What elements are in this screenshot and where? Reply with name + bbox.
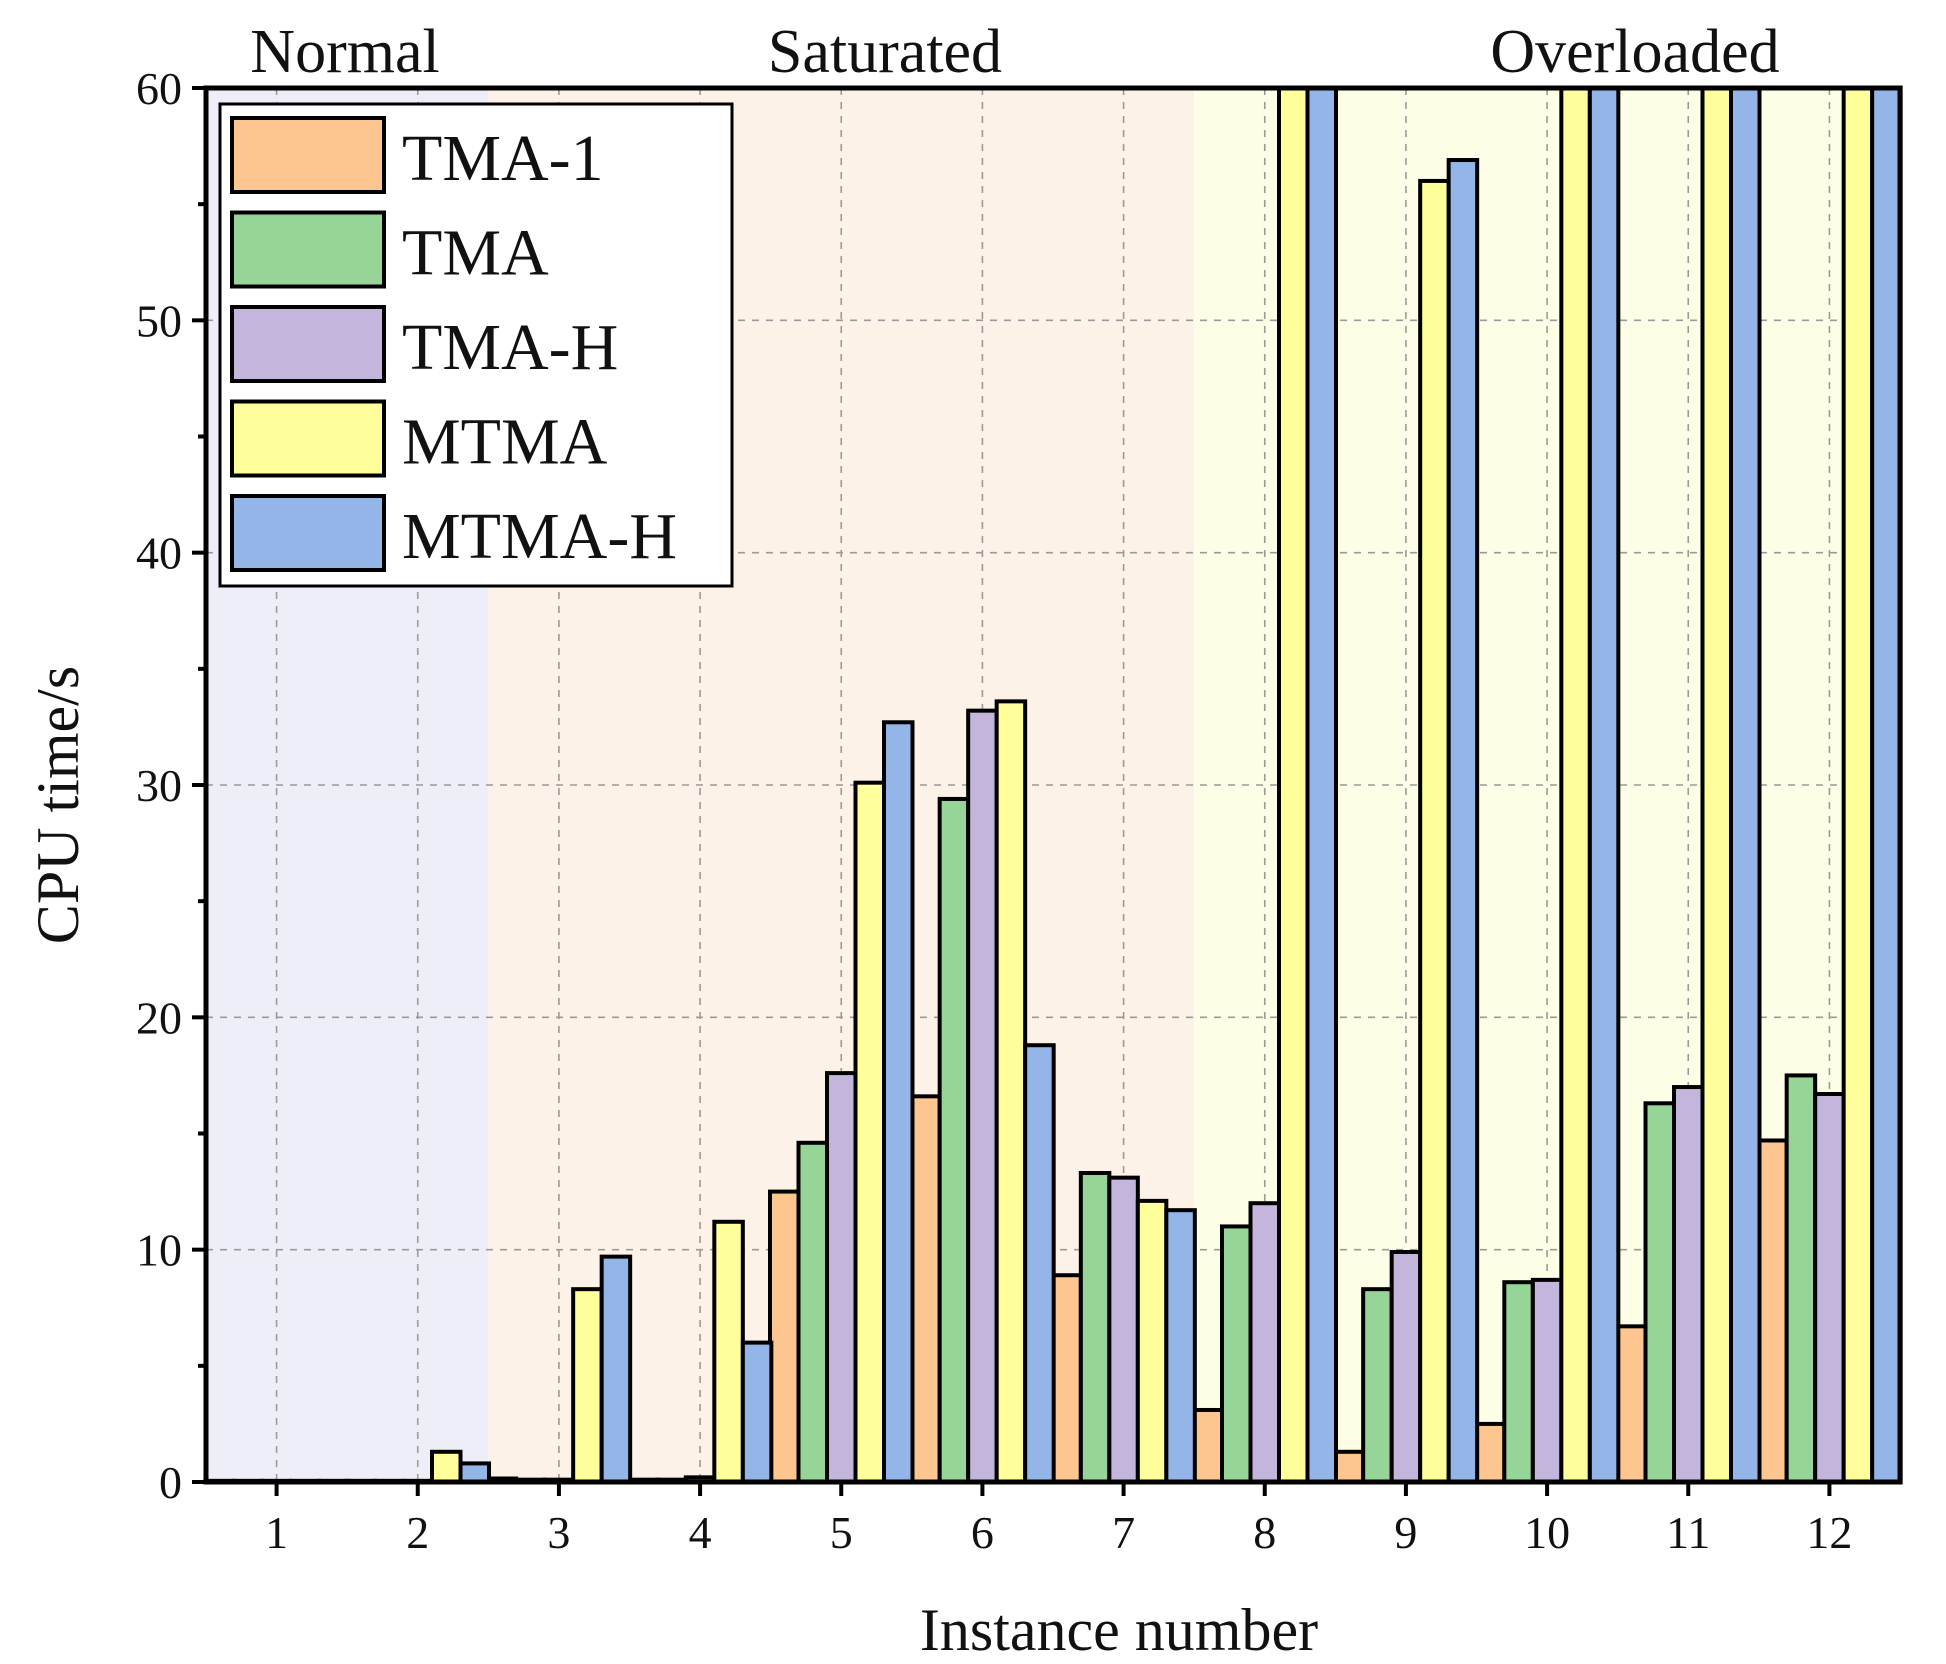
bar-tma-1-12 <box>1756 1138 1789 1484</box>
region-label-3: Overloaded <box>1490 18 1779 86</box>
bar-mtma-7 <box>1135 1198 1169 1485</box>
bar-mtma-2 <box>430 1449 463 1484</box>
legend-swatch-tma-1 <box>230 116 386 194</box>
bar-mtma-h-4 <box>740 1340 774 1484</box>
bar-mtma-4 <box>712 1219 745 1484</box>
axis-ticks <box>192 86 1832 1496</box>
x-tick-label: 4 <box>689 1507 712 1558</box>
legend-swatch-tma-h <box>230 305 386 383</box>
bar-tma-6 <box>937 796 971 1484</box>
bar-tma-1-6 <box>909 1094 942 1484</box>
y-tick-label: 20 <box>136 992 182 1043</box>
bar-tma-h-10 <box>1530 1277 1564 1484</box>
bar-mtma-h-9 <box>1446 158 1480 1485</box>
legend-swatch-mtma-h <box>230 494 386 572</box>
legend-label-tma: TMA <box>402 217 549 290</box>
bar-mtma-h-8 <box>1305 86 1338 1484</box>
x-tick-label: 7 <box>1112 1507 1135 1558</box>
bar-tma-1-5 <box>768 1189 801 1485</box>
legend-label-tma-1: TMA-1 <box>402 122 604 195</box>
legend-label-mtma-h: MTMA-H <box>402 500 677 573</box>
bar-mtma-8 <box>1277 86 1310 1484</box>
x-tick-label: 10 <box>1524 1507 1570 1558</box>
x-tick-label: 6 <box>971 1507 994 1558</box>
bar-tma-h-8 <box>1248 1201 1281 1484</box>
bar-tma-11 <box>1643 1101 1676 1484</box>
x-tick-label: 8 <box>1253 1507 1276 1558</box>
x-tick-label: 1 <box>265 1507 288 1558</box>
x-tick-label: 12 <box>1806 1507 1852 1558</box>
bar-tma-h-5 <box>825 1071 858 1485</box>
bar-tma-1-11 <box>1615 1324 1648 1484</box>
legend-label-mtma: MTMA <box>402 406 608 479</box>
y-tick-label: 0 <box>159 1457 182 1508</box>
bar-tma-5 <box>796 1140 829 1484</box>
bar-tma-1-9 <box>1332 1449 1366 1484</box>
legend-swatch-tma <box>230 210 386 289</box>
bar-mtma-h-12 <box>1870 86 1903 1484</box>
x-tick-label: 5 <box>830 1507 853 1558</box>
bar-mtma-h-3 <box>599 1254 633 1485</box>
bar-mtma-6 <box>994 699 1028 1484</box>
region-label-1: Normal <box>250 18 439 86</box>
bar-tma-9 <box>1361 1287 1394 1484</box>
bar-tma-1-8 <box>1191 1407 1224 1485</box>
x-tick-label: 2 <box>406 1507 429 1558</box>
bar-mtma-5 <box>853 780 886 1484</box>
bar-mtma-h-6 <box>1023 1043 1056 1485</box>
bar-mtma-9 <box>1418 178 1451 1484</box>
bar-mtma-11 <box>1700 86 1733 1484</box>
bar-tma-h-6 <box>966 708 999 1484</box>
y-tick-label: 60 <box>136 63 182 114</box>
bar-tma-h-11 <box>1672 1085 1705 1484</box>
bar-mtma-12 <box>1841 86 1875 1484</box>
bar-mtma-3 <box>571 1287 604 1484</box>
bar-tma-1-10 <box>1473 1421 1507 1484</box>
bar-tma-1-7 <box>1050 1273 1083 1485</box>
bar-tma-7 <box>1078 1170 1112 1485</box>
y-tick-label: 10 <box>136 1225 182 1276</box>
y-axis-label: CPU time/s <box>25 666 91 944</box>
x-tick-label: 11 <box>1666 1507 1710 1558</box>
y-tick-label: 50 <box>136 295 182 346</box>
bar-tma-8 <box>1220 1224 1253 1485</box>
bar-tma-h-12 <box>1813 1092 1846 1484</box>
bar-mtma-h-11 <box>1729 86 1762 1484</box>
bar-tma-h-7 <box>1107 1175 1140 1484</box>
bar-mtma-h-10 <box>1587 86 1621 1484</box>
x-tick-label: 3 <box>547 1507 570 1558</box>
y-tick-label: 30 <box>136 760 182 811</box>
legend: TMA-1 TMA TMA-H MTMA MTMA-H <box>218 102 734 588</box>
bar-tma-h-9 <box>1389 1249 1423 1484</box>
bar-mtma-h-2 <box>458 1461 491 1484</box>
bar-tma-10 <box>1502 1280 1535 1485</box>
region-labels: Normal Saturated Overloaded <box>250 18 1779 86</box>
bar-mtma-h-7 <box>1164 1208 1197 1485</box>
legend-label-tma-h: TMA-H <box>402 311 618 384</box>
x-tick-label: 9 <box>1394 1507 1417 1558</box>
bar-mtma-h-5 <box>882 720 915 1484</box>
x-axis-label: Instance number <box>920 1597 1318 1663</box>
y-tick-label: 40 <box>136 528 182 579</box>
legend-swatch-mtma <box>230 399 386 478</box>
bar-tma-12 <box>1784 1073 1818 1484</box>
region-label-2: Saturated <box>768 18 1002 86</box>
bar-mtma-10 <box>1559 86 1592 1484</box>
